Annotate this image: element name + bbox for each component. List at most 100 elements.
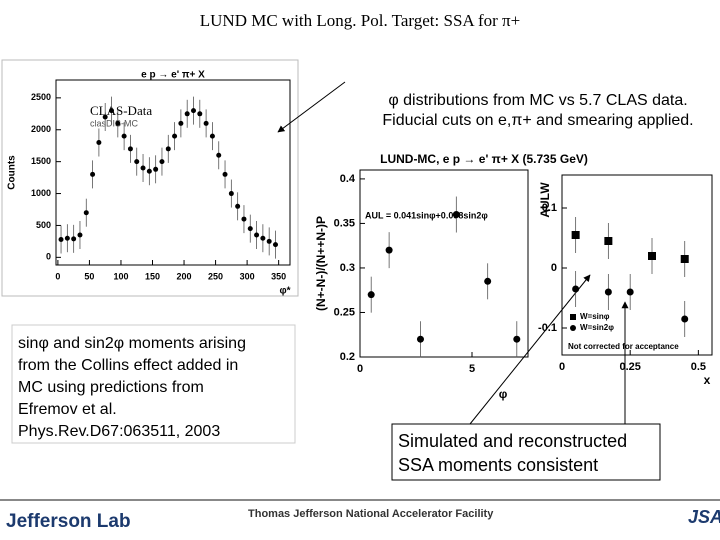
y-axis-label: Counts [7,155,18,190]
x-tick-label: 0.25 [619,361,640,373]
data-point [184,111,190,117]
data-point [385,246,393,254]
conclusion-box [391,423,661,481]
data-point [216,152,222,158]
caption-line: Fiducial cuts on e,π+ and smearing appli… [382,112,693,129]
data-point [626,288,634,296]
x-axis-label: x [704,373,711,387]
footer-facility: Thomas Jefferson National Accelerator Fa… [248,508,494,520]
legend-entry: W=sinφ [580,312,610,321]
x-tick-label: 300 [240,271,255,281]
data-point [572,285,580,293]
plot-title: LUND-MC, e p → e' π+ X (5.735 GeV) [380,152,588,166]
y-tick-label: 500 [36,220,51,230]
data-point [96,140,102,146]
slide-title: LUND MC with Long. Pol. Target: SSA for … [200,11,520,30]
data-point [197,111,203,117]
y-tick-label: 0 [46,252,51,262]
x-tick-label: 150 [145,271,160,281]
legend-marker [570,314,576,320]
annotation: AUL = 0.041sinφ+0.038sin2φ [365,210,488,220]
y-tick-label: 0.35 [334,217,355,229]
plot-frame [1,59,299,297]
note-line: from the Collins effect added in [18,357,238,374]
y-tick-label: 0.3 [340,262,355,274]
data-point [416,335,424,343]
note-line: Efremov et al. [18,401,117,418]
x-tick-label: 5 [469,363,475,375]
footer-lab: Jefferson Lab [6,511,131,532]
data-point [241,216,247,222]
y-tick-label: 0.2 [340,351,355,363]
data-point [159,159,165,165]
y-axis-label: (N+-N-)/(N++N-)P [314,216,328,311]
note-line: MC using predictions from [18,379,204,396]
data-point [140,165,146,171]
data-point [153,166,159,172]
y-tick-label: 0.1 [542,202,557,214]
legend-entry: W=sin2φ [580,323,614,332]
y-tick-label: 1000 [31,188,51,198]
legend-entry: CLAS-Data [90,103,152,118]
y-tick-label: 0.4 [340,173,356,185]
axes-frame [55,79,291,266]
arrow [469,274,591,425]
axes-frame [561,174,713,356]
data-point [680,255,689,263]
data-point [190,108,196,114]
data-point [121,133,127,139]
data-point [266,238,272,244]
data-point [109,108,115,114]
data-point [77,232,83,238]
data-point [254,232,260,238]
axes-frame [359,169,529,358]
y-tick-label: 0 [551,262,557,274]
data-point [247,226,253,232]
data-point [222,171,228,177]
data-point [102,114,108,120]
data-point [228,191,234,197]
data-point [260,235,266,241]
x-tick-label: 0 [559,361,565,373]
data-point [209,133,215,139]
data-point [172,133,178,139]
arrow [277,81,346,133]
data-point [115,120,121,126]
annotation: Not corrected for acceptance [568,342,679,351]
data-point [513,335,521,343]
data-point [604,288,612,296]
plot-title: e p → e' π+ X [141,70,205,81]
data-point [71,236,77,242]
data-point [64,235,70,241]
x-axis-label: φ* [279,286,290,297]
data-point [90,171,96,177]
data-point [127,146,133,152]
y-tick-label: 1500 [31,156,51,166]
x-tick-label: 100 [113,271,128,281]
y-axis-label: AULW [538,182,552,218]
data-point [604,237,613,245]
x-tick-label: 50 [84,271,94,281]
caption-line: φ distributions from MC vs 5.7 CLAS data… [388,92,687,109]
y-tick-label: 2500 [31,92,51,102]
data-point [235,203,241,209]
legend-marker [570,325,576,331]
data-point [452,211,460,219]
y-tick-label: 0.25 [334,306,355,318]
x-axis-label: φ [499,387,508,401]
x-tick-label: 250 [208,271,223,281]
data-point [571,231,580,239]
data-point [367,291,375,299]
legend-entry: clasDIS-MC [90,118,139,128]
data-point [146,168,152,174]
x-tick-label: 0 [357,363,363,375]
footer-logo: JSA [688,507,720,527]
data-point [272,242,278,248]
note-box [11,324,296,444]
note: sinφ and sin2φ moments arising from the … [18,335,246,440]
note-line: sinφ and sin2φ moments arising [18,335,246,352]
conclusion-line: SSA moments consistent [398,455,598,475]
data-point [134,159,140,165]
data-point [165,146,171,152]
